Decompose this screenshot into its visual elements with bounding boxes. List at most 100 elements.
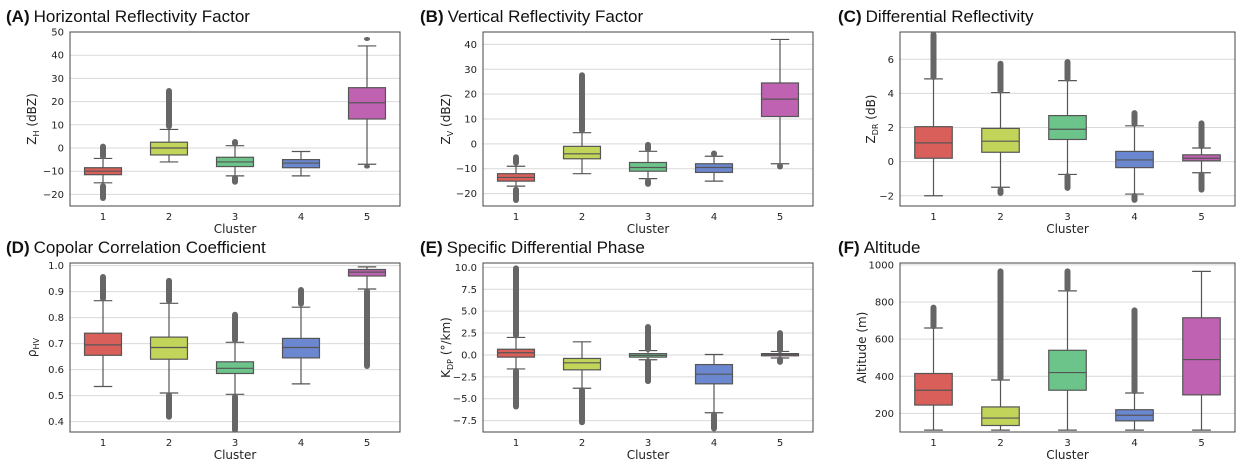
panel-title-text: Vertical Reflectivity Factor [448,7,644,26]
x-tick-label: 3 [1064,212,1070,223]
y-axis-label-unit: (dB) [864,95,878,124]
box-cluster-5 [760,330,800,365]
box-iqr [562,357,602,371]
box-cluster-2 [149,88,189,163]
x-tick-label: 5 [777,438,783,449]
x-tick-label: 4 [711,438,717,449]
y-tick-label: 0.4 [48,417,64,428]
x-tick-label: 4 [1131,212,1137,223]
box-iqr [914,372,953,406]
box-cluster-5 [347,36,387,169]
fliers-lower [1131,192,1138,203]
panel-title: (A) Horizontal Reflectivity Factor [6,7,250,26]
box-cluster-2 [149,277,189,420]
fliers-lower [579,387,585,426]
fliers-upper [997,268,1004,382]
y-tick-label: −20 [43,190,64,201]
fliers-upper [364,36,370,41]
box-cluster-4 [281,150,321,177]
panel-title-text: Copolar Correlation Coefficient [34,238,266,257]
fliers-upper [1064,59,1071,82]
y-tick-label: −2 [879,191,894,202]
x-tick-label: 4 [1131,438,1137,449]
y-tick-label: −10 [43,167,64,178]
panel-1: (A) Horizontal Reflectivity Factor5040302… [6,7,401,236]
box-cluster-3 [1048,59,1087,191]
y-axis-label-unit: (°/km) [439,317,453,359]
y-tick-label: 40 [51,51,64,62]
x-tick-label: 2 [997,438,1003,449]
y-axis-label: ZV (dBZ) [439,94,455,145]
fliers-lower [997,186,1004,197]
y-axis-label-sub: DP [446,359,455,370]
y-axis-label-sub: V [446,130,455,136]
fliers-upper [1064,268,1071,292]
fliers-upper [997,60,1004,94]
x-tick-label: 2 [579,212,585,223]
y-tick-label: 600 [875,335,894,346]
fliers-upper [513,265,519,339]
y-tick-label: 50 [51,28,64,39]
x-tick-label: 1 [100,212,106,223]
fliers-upper [232,311,238,343]
box-cluster-3 [628,324,668,385]
box-cluster-1 [914,31,953,197]
y-tick-label: −2.5 [453,372,477,383]
x-axis-label: Cluster [1046,222,1089,236]
fliers-upper [645,141,651,153]
y-axis-label-main: Z [864,135,878,143]
y-tick-label: 1.0 [48,261,64,272]
box-cluster-1 [914,304,953,431]
box-cluster-5 [347,266,387,369]
panel-4: (D) Copolar Correlation Coefficient 1.0 0.9… [6,238,401,462]
y-tick-label: 0.0 [461,350,477,361]
panel-title-text: Altitude [864,238,921,257]
y-axis-label-sub: H [32,131,41,137]
fliers-upper [166,88,172,130]
y-tick-label: 20 [464,90,477,101]
x-tick-label: 5 [1198,438,1204,449]
fliers-upper [100,143,106,160]
box-iqr [1048,114,1087,141]
x-tick-label: 3 [645,212,651,223]
panel-title-text: Horizontal Reflectivity Factor [34,7,251,26]
y-axis-label: ZH (dBZ) [25,93,41,145]
fliers-lower [232,175,238,185]
box-cluster-1 [83,274,123,388]
x-tick-label: 4 [711,212,717,223]
y-tick-label: 4 [888,89,894,100]
box-cluster-2 [981,60,1020,197]
x-tick-label: 5 [777,212,783,223]
box-iqr [149,336,189,360]
y-tick-label: 10 [51,120,64,131]
fliers-lower [1198,171,1205,193]
panel-letter: (E) [420,238,443,257]
y-axis-label: ρHV [25,337,41,357]
fliers-upper [645,324,651,353]
y-tick-label: 10 [464,115,477,126]
y-axis-label-sub: HV [32,337,41,349]
panel-3: (C) Differential Reflectivity 6 4 2 0 −2 1 2 3 4 5 C… [838,7,1236,236]
y-axis-label-main: K [439,369,453,378]
box-cluster-1 [83,143,123,202]
box-cluster-4 [1115,307,1154,431]
y-axis-label-unit: (dBZ) [25,93,39,130]
fliers-lower [166,392,172,420]
y-tick-label: 0.8 [48,313,64,324]
y-axis-label-sub: DR [871,123,880,135]
box-cluster-3 [215,311,255,433]
panel-title-text: Specific Differential Phase [447,238,645,257]
box-cluster-5 [1182,120,1221,193]
y-tick-label: 40 [464,40,477,51]
y-axis-label-main: ρ [25,349,39,357]
x-tick-label: 1 [100,438,106,449]
y-axis-label: KDP (°/km) [439,317,455,378]
fliers-upper [930,31,937,81]
x-tick-label: 3 [1064,438,1070,449]
box-cluster-2 [562,72,602,175]
y-tick-label: 10.0 [455,263,477,274]
y-tick-label: 20 [51,97,64,108]
x-tick-label: 1 [930,212,936,223]
x-tick-label: 1 [513,438,519,449]
fliers-upper [232,139,238,147]
